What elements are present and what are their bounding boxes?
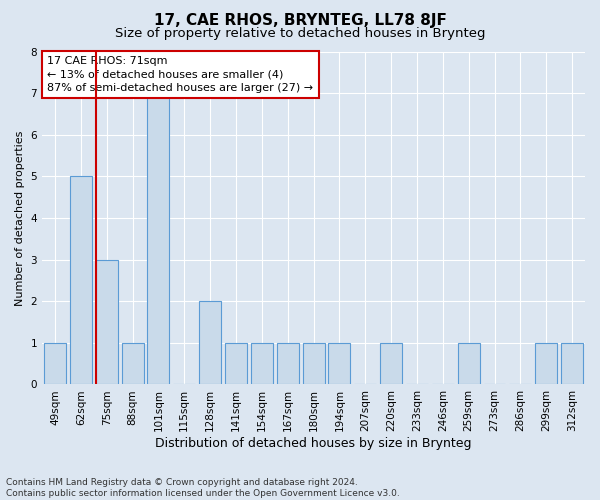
Y-axis label: Number of detached properties: Number of detached properties: [15, 130, 25, 306]
Bar: [380, 343, 402, 384]
Bar: [251, 343, 273, 384]
Bar: [44, 343, 66, 384]
Bar: [199, 301, 221, 384]
X-axis label: Distribution of detached houses by size in Brynteg: Distribution of detached houses by size …: [155, 437, 472, 450]
Bar: [302, 343, 325, 384]
Text: Contains HM Land Registry data © Crown copyright and database right 2024.
Contai: Contains HM Land Registry data © Crown c…: [6, 478, 400, 498]
Bar: [148, 93, 169, 384]
Text: 17, CAE RHOS, BRYNTEG, LL78 8JF: 17, CAE RHOS, BRYNTEG, LL78 8JF: [154, 12, 446, 28]
Bar: [225, 343, 247, 384]
Bar: [458, 343, 479, 384]
Bar: [561, 343, 583, 384]
Text: 17 CAE RHOS: 71sqm
← 13% of detached houses are smaller (4)
87% of semi-detached: 17 CAE RHOS: 71sqm ← 13% of detached hou…: [47, 56, 314, 93]
Text: Size of property relative to detached houses in Brynteg: Size of property relative to detached ho…: [115, 28, 485, 40]
Bar: [122, 343, 143, 384]
Bar: [277, 343, 299, 384]
Bar: [328, 343, 350, 384]
Bar: [95, 260, 118, 384]
Bar: [70, 176, 92, 384]
Bar: [535, 343, 557, 384]
